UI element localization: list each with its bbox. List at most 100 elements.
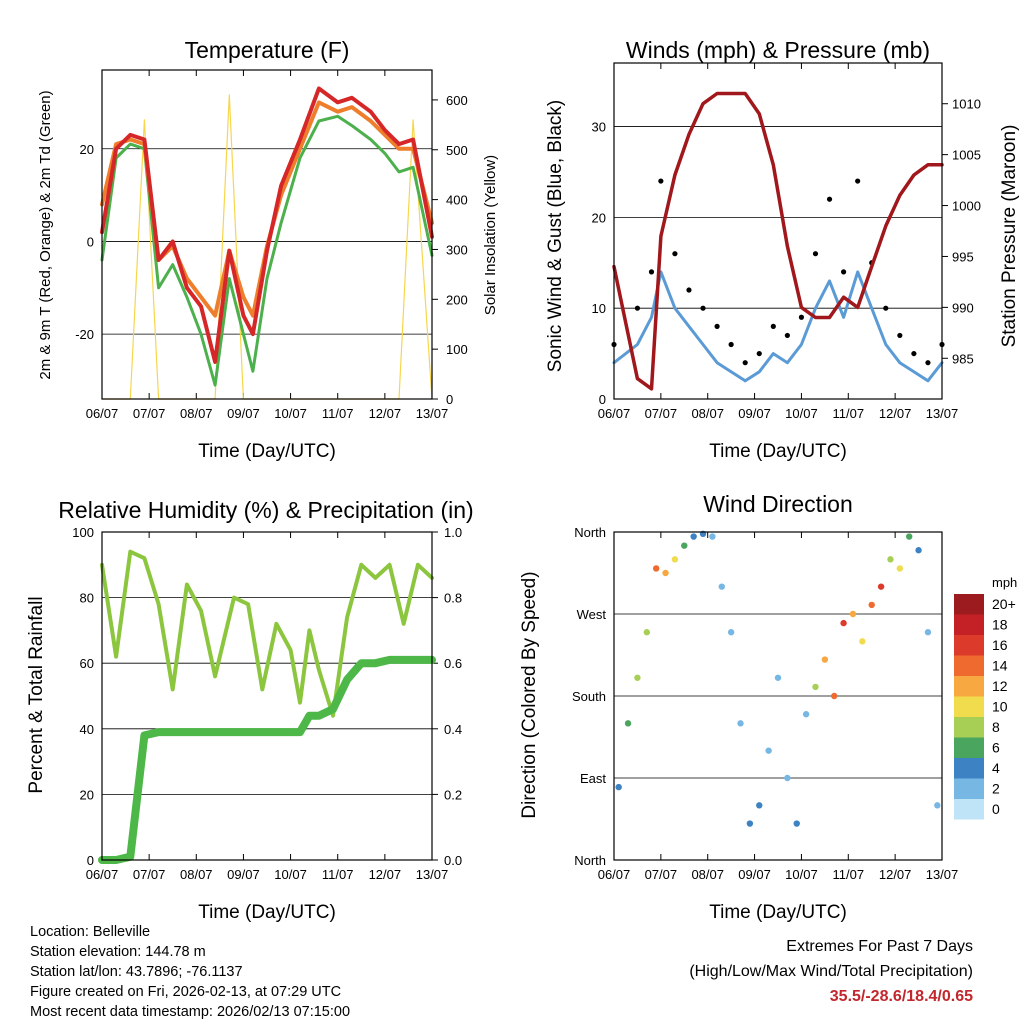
legend-swatch <box>954 778 984 799</box>
x-tick-label: 10/07 <box>274 867 307 882</box>
x-tick-label: 11/07 <box>322 406 354 421</box>
series-2m-t-line <box>100 86 434 364</box>
direction-point <box>934 802 941 809</box>
direction-point <box>840 619 847 627</box>
legend-label: 14 <box>992 658 1008 674</box>
y-tick-label-right: 0.4 <box>444 722 462 737</box>
direction-point <box>634 674 641 681</box>
y-tick-label-right: 400 <box>446 193 468 208</box>
y-tick-label-right: 300 <box>446 242 468 257</box>
y-tick-label-right: 1005 <box>952 148 981 163</box>
direction-point <box>821 656 829 663</box>
y-tick-label-right: 500 <box>446 143 468 158</box>
gust-point <box>826 196 833 202</box>
panel-title: Winds (mph) & Pressure (mb) <box>626 37 930 63</box>
legend-label: 20+ <box>992 596 1016 612</box>
legend-label: 0 <box>992 801 1000 817</box>
direction-point <box>877 583 885 590</box>
x-axis-title: Time (Day/UTC) <box>709 902 847 923</box>
series-station-pressure-line <box>612 91 944 391</box>
y-tick-label: 10 <box>592 301 606 316</box>
gust-point <box>672 251 678 257</box>
x-tick-label: 07/07 <box>645 867 678 882</box>
direction-point <box>924 629 932 636</box>
legend-swatch <box>954 758 984 779</box>
y-tick-label: 0 <box>599 392 606 407</box>
x-tick-label: 10/07 <box>785 867 818 882</box>
y-tick-label: West <box>577 607 607 622</box>
x-tick-label: 12/07 <box>369 406 402 421</box>
direction-point <box>812 683 819 691</box>
y-tick-label-right: 1.0 <box>444 525 462 540</box>
gust-point <box>784 332 790 339</box>
legend-swatch <box>954 594 984 615</box>
panel-winds: Winds (mph) & Pressure (mb) 06/07 07/07 08/… <box>545 37 1020 462</box>
direction-point <box>624 720 632 727</box>
panel-title: Wind Direction <box>703 491 853 517</box>
y-tick-label: 80 <box>80 591 94 606</box>
y-tick-label-right: 985 <box>952 351 974 366</box>
gust-point <box>770 323 776 329</box>
y-tick-label: 20 <box>80 142 94 157</box>
direction-point <box>831 692 838 700</box>
direction-point <box>896 565 904 572</box>
direction-point <box>784 774 791 782</box>
legend-swatch <box>954 676 984 697</box>
gust-point <box>658 178 664 184</box>
y-tick-label: 20 <box>80 787 94 802</box>
legend-label: 16 <box>992 637 1008 653</box>
y-tick-label: North <box>574 525 606 540</box>
y-tick-label-right: 0.0 <box>444 853 462 868</box>
direction-point <box>737 720 744 727</box>
y-axis-label-right: Station Pressure (Maroon) <box>999 125 1020 348</box>
y-tick-label-right: 0.8 <box>444 591 462 606</box>
gust-point <box>812 251 819 257</box>
legend-swatch <box>954 614 984 635</box>
direction-point <box>718 583 725 590</box>
extremes-subtitle: (High/Low/Max Wind/Total Precipitation) <box>689 963 973 980</box>
legend-label: 8 <box>992 719 1000 735</box>
panel-wind-direction: Wind Direction 06/07 07/07 08/07 09/07 10/07 1… <box>519 491 1017 923</box>
x-tick-label: 08/07 <box>691 867 724 882</box>
y-tick-label: East <box>580 771 606 786</box>
x-tick-label: 12/07 <box>879 406 912 421</box>
x-tick-label: 07/07 <box>133 406 166 421</box>
plot-frame <box>613 62 943 400</box>
direction-point <box>915 547 922 554</box>
extremes-values: 35.5/-28.6/18.4/0.65 <box>829 988 973 1005</box>
y-tick-label: 60 <box>80 656 94 671</box>
y-tick-label: 0 <box>87 234 94 249</box>
direction-point <box>727 629 735 636</box>
y-tick-label: 0 <box>87 853 94 868</box>
y-tick-label: 30 <box>592 120 606 135</box>
legend-swatch <box>954 737 984 758</box>
direction-point <box>859 638 866 645</box>
x-tick-label: 11/07 <box>322 867 354 882</box>
x-tick-label: 08/07 <box>691 406 724 421</box>
panel-title: Temperature (F) <box>185 37 350 63</box>
figure-created: Figure created on Fri, 2026-02-13, at 07… <box>30 984 342 1000</box>
series-sonic-wind-line <box>612 270 944 383</box>
gust-point <box>714 323 720 329</box>
direction-point <box>802 711 810 718</box>
x-tick-label: 11/07 <box>832 406 864 421</box>
y-tick-label: 100 <box>72 525 94 540</box>
y-axis-label: Sonic Wind & Gust (Blue, Black) <box>545 100 566 372</box>
gust-point <box>648 269 655 275</box>
legend-label: 12 <box>992 678 1008 694</box>
direction-point <box>849 610 857 618</box>
y-tick-label-right: 200 <box>446 292 468 307</box>
y-axis-label: 2m & 9m T (Red, Orange) & 2m Td (Green) <box>37 90 54 379</box>
legend-label: 2 <box>992 781 1000 797</box>
x-axis-title: Time (Day/UTC) <box>198 441 336 462</box>
x-tick-label: 06/07 <box>86 867 119 882</box>
gust-point <box>756 350 762 357</box>
x-axis-title: Time (Day/UTC) <box>709 441 847 462</box>
direction-point <box>774 674 782 681</box>
y-tick-label-right: 0.2 <box>444 787 462 802</box>
direction-point <box>709 533 716 540</box>
gust-point <box>925 360 931 366</box>
legend-label: 10 <box>992 699 1008 715</box>
y-tick-label-right: 1000 <box>952 199 981 214</box>
